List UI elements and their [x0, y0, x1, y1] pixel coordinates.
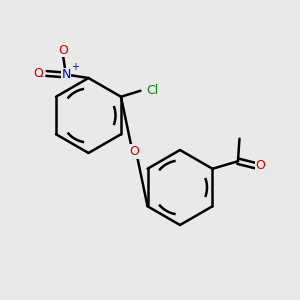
Text: -: -	[39, 71, 43, 81]
Text: O: O	[129, 145, 139, 158]
Text: Cl: Cl	[146, 84, 159, 97]
Text: O: O	[256, 159, 266, 172]
Text: O: O	[33, 67, 43, 80]
Text: +: +	[71, 61, 80, 72]
Text: N: N	[61, 68, 71, 82]
Text: O: O	[58, 44, 68, 57]
